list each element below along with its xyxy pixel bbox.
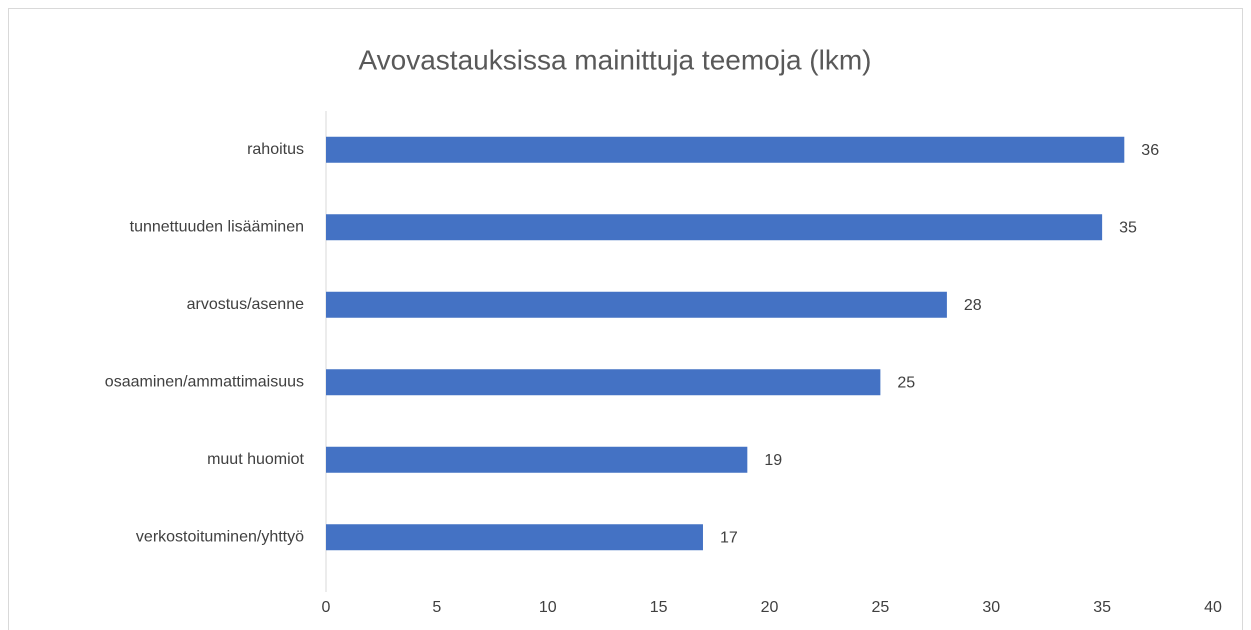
data-label: 17 xyxy=(720,529,738,546)
y-tick-label: osaaminen/ammattimaisuus xyxy=(105,373,304,390)
x-tick-label: 5 xyxy=(432,599,441,616)
bar xyxy=(326,369,881,396)
data-label: 36 xyxy=(1141,142,1159,159)
x-tick-label: 30 xyxy=(982,599,1000,616)
bar xyxy=(326,524,703,551)
y-tick-label: tunnettuuden lisääminen xyxy=(130,218,304,235)
x-tick-label: 15 xyxy=(650,599,668,616)
y-tick-label: arvostus/asenne xyxy=(187,296,305,313)
x-tick-label: 40 xyxy=(1204,599,1222,616)
bar xyxy=(326,214,1103,241)
x-tick-label: 25 xyxy=(871,599,889,616)
data-label: 35 xyxy=(1119,219,1137,236)
x-tick-label: 20 xyxy=(761,599,779,616)
x-tick-label: 10 xyxy=(539,599,557,616)
bar xyxy=(326,291,947,318)
bar xyxy=(326,446,748,473)
data-label: 19 xyxy=(764,452,782,469)
y-tick-label: rahoitus xyxy=(247,141,304,158)
data-label: 25 xyxy=(897,374,915,391)
chart-title: Avovastauksissa mainittuja teemoja (lkm) xyxy=(358,44,871,75)
x-tick-label: 35 xyxy=(1093,599,1111,616)
y-tick-label: muut huomiot xyxy=(207,451,304,468)
bar xyxy=(326,136,1125,163)
y-tick-label: verkostoituminen/yhttyö xyxy=(136,528,304,545)
data-label: 28 xyxy=(964,297,982,314)
x-tick-label: 0 xyxy=(322,599,331,616)
